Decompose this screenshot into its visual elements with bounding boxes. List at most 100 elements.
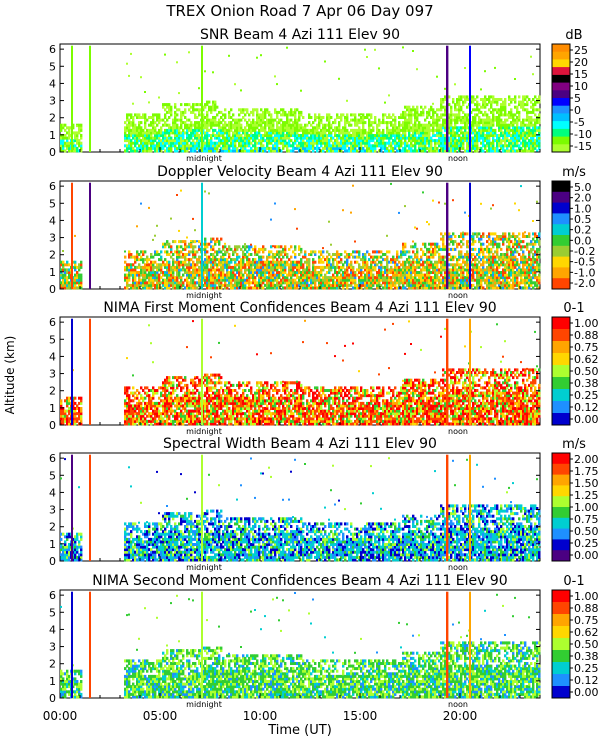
heatmap-cell xyxy=(380,149,383,153)
heatmap-cell xyxy=(432,139,435,143)
heatmap-cell xyxy=(268,146,271,150)
heatmap-cell xyxy=(166,146,169,150)
heatmap-cell xyxy=(408,118,411,122)
heatmap-cell xyxy=(130,149,133,153)
heatmap-cell xyxy=(508,95,511,99)
heatmap-cell xyxy=(380,136,383,140)
heatmap-cell xyxy=(172,139,175,143)
heatmap-cell xyxy=(192,134,195,137)
heatmap-cell xyxy=(378,131,381,135)
heatmap-cell xyxy=(232,123,235,127)
heatmap-cell xyxy=(164,136,167,140)
heatmap-cell xyxy=(250,134,253,137)
heatmap-cell xyxy=(480,128,483,132)
heatmap-cell xyxy=(184,144,187,148)
heatmap-cell xyxy=(252,110,255,114)
heatmap-cell xyxy=(464,131,467,135)
heatmap-cell xyxy=(488,146,491,150)
heatmap-cell xyxy=(168,139,171,143)
heatmap-cell xyxy=(202,123,205,127)
heatmap-cell xyxy=(444,141,447,145)
heatmap-cell xyxy=(402,123,405,127)
y-tick-label: 0 xyxy=(49,146,56,159)
heatmap-cell xyxy=(164,53,166,56)
heatmap-cell xyxy=(180,245,183,249)
heatmap-cell xyxy=(304,149,307,153)
heatmap-cell xyxy=(458,149,461,153)
heatmap-cell xyxy=(280,126,283,130)
heatmap-cell xyxy=(144,278,147,282)
heatmap-cell xyxy=(340,144,343,148)
heatmap-cell xyxy=(238,144,241,148)
heatmap-cell xyxy=(296,118,299,122)
heatmap-cell xyxy=(76,139,79,143)
heatmap-cell xyxy=(390,131,393,135)
heatmap-cell xyxy=(126,116,129,119)
heatmap-cell xyxy=(426,116,429,119)
heatmap-cell xyxy=(264,121,267,125)
heatmap-cell xyxy=(338,131,341,135)
heatmap-cell xyxy=(474,98,477,101)
heatmap-cell xyxy=(64,136,67,140)
heatmap-cell xyxy=(276,131,279,135)
heatmap-cell xyxy=(164,108,167,112)
heatmap-cell xyxy=(234,131,237,135)
heatmap-cell xyxy=(130,146,133,150)
heatmap-cell xyxy=(522,105,525,109)
heatmap-cell xyxy=(514,78,516,80)
heatmap-cell xyxy=(356,141,359,145)
heatmap-cell xyxy=(390,146,393,150)
heatmap-cell xyxy=(248,144,251,148)
heatmap-cell xyxy=(210,136,213,140)
heatmap-cell xyxy=(240,134,243,137)
heatmap-cell xyxy=(170,144,173,148)
heatmap-cell xyxy=(290,126,293,130)
heatmap-cell xyxy=(156,136,159,140)
heatmap-cell xyxy=(378,149,381,153)
heatmap-cell xyxy=(328,281,331,285)
heatmap-cell xyxy=(220,281,223,285)
heatmap-cell xyxy=(372,128,375,132)
heatmap-cell xyxy=(426,128,429,132)
panel-title: SNR Beam 4 Azi 111 Elev 90 xyxy=(200,27,400,43)
heatmap-cell xyxy=(500,118,503,122)
heatmap-cell xyxy=(454,118,457,122)
heatmap-cell xyxy=(404,144,407,148)
heatmap-cell xyxy=(208,105,211,109)
heatmap-cell xyxy=(224,136,227,140)
heatmap-cell xyxy=(484,105,487,109)
heatmap-cell xyxy=(282,126,285,130)
heatmap-cell xyxy=(218,121,221,125)
heatmap-cell xyxy=(248,118,251,122)
heatmap-cell xyxy=(168,260,171,264)
y-tick-label: 2 xyxy=(49,112,56,125)
heatmap-cell xyxy=(268,123,271,127)
heatmap-cell xyxy=(500,110,503,114)
heatmap-cell xyxy=(320,131,323,135)
heatmap-cell xyxy=(184,121,187,125)
heatmap-cell xyxy=(416,227,418,230)
heatmap-cell xyxy=(172,141,175,145)
heatmap-cell xyxy=(342,113,345,117)
heatmap-cell xyxy=(136,250,139,254)
heatmap-cell xyxy=(158,121,161,125)
heatmap-cell xyxy=(424,141,427,145)
heatmap-cell xyxy=(424,136,427,140)
heatmap-cell xyxy=(222,131,225,135)
heatmap-cell xyxy=(388,136,391,140)
heatmap-cell xyxy=(128,250,131,254)
heatmap-cell xyxy=(160,144,163,148)
heatmap-cell xyxy=(418,139,421,143)
heatmap-cell xyxy=(74,136,77,140)
heatmap-cell xyxy=(166,136,169,140)
heatmap-cell xyxy=(226,139,229,143)
heatmap-cell xyxy=(422,134,425,137)
heatmap-cell xyxy=(368,139,371,143)
heatmap-cell xyxy=(412,50,414,52)
heatmap-cell xyxy=(204,144,207,148)
heatmap-cell xyxy=(432,134,435,137)
heatmap-cell xyxy=(138,144,141,148)
heatmap-cell xyxy=(206,123,209,127)
heatmap-cell xyxy=(496,103,499,107)
heatmap-cell xyxy=(340,131,343,135)
